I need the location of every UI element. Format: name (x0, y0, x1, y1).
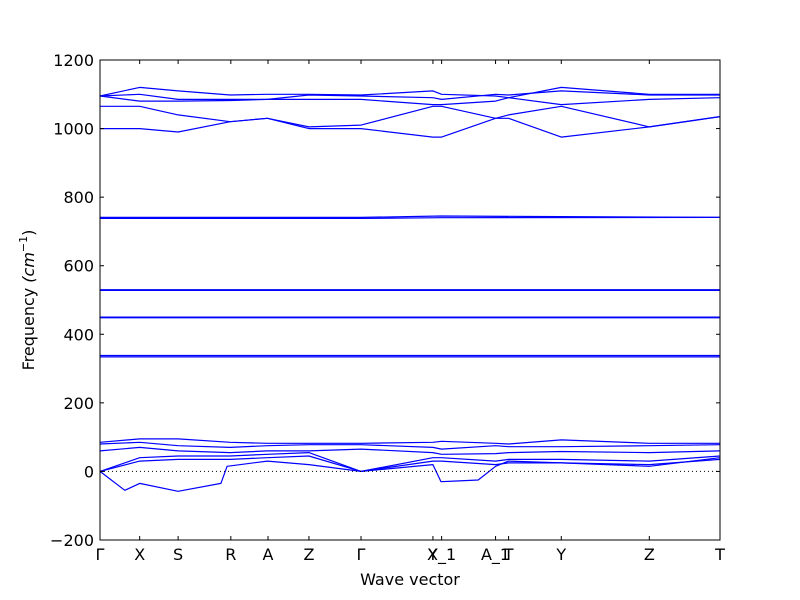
x-axis: Γ X S R A Z Γ YX_1 A_1T Y Z T (96, 60, 725, 565)
y-axis-label-unit-close: ) (19, 230, 38, 236)
band-line-7 (100, 216, 721, 219)
x-tick-label: T (503, 545, 514, 564)
band-line-4 (100, 105, 721, 128)
band-line-6 (100, 215, 721, 218)
x-tick-label: S (173, 545, 183, 564)
band-line-5 (100, 116, 721, 138)
x-tick-label: Z (303, 545, 314, 564)
y-tick-label: 200 (63, 394, 94, 413)
x-tick-label: Y (427, 545, 438, 564)
y-axis-label-unit-sup: −1 (17, 236, 30, 252)
y-axis: −200 0 200 400 600 800 1000 1200 (50, 51, 720, 550)
x-tick-label: Γ (96, 545, 105, 564)
x-tick-label: X_1 (427, 545, 456, 565)
y-tick-label: 1200 (53, 51, 94, 70)
plot-frame (99, 59, 721, 541)
y-tick-label: 400 (63, 325, 94, 344)
x-tick-label: Y (555, 545, 566, 564)
band-line-16 (99, 446, 721, 455)
y-axis-label-main: Frequency (19, 288, 38, 371)
band-line-2 (99, 90, 720, 101)
band-line-17 (99, 452, 721, 472)
x-tick-label: T (714, 545, 725, 564)
band-line-15 (99, 441, 721, 450)
y-axis-label: Frequency (cm−1) (17, 230, 38, 371)
x-tick-label: R (225, 545, 236, 564)
y-tick-label: 600 (63, 257, 94, 276)
y-tick-label: 0 (84, 462, 94, 481)
x-tick-label: Z (644, 545, 655, 564)
x-tick-label: A_1 (481, 545, 510, 565)
y-tick-label: 1000 (53, 120, 94, 139)
band-line-1 (99, 86, 720, 99)
y-tick-label: 800 (63, 188, 94, 207)
x-axis-label: Wave vector (360, 570, 460, 589)
x-tick-label: A (263, 545, 274, 564)
series-group (99, 86, 721, 492)
y-tick-label: −200 (50, 531, 94, 550)
band-line-3 (99, 95, 721, 106)
x-tick-label: Γ (357, 545, 366, 564)
band-line-19 (99, 457, 721, 492)
y-axis-label-unit: (cm (19, 252, 38, 283)
band-line-14 (99, 438, 720, 445)
x-tick-label: X (134, 545, 145, 564)
